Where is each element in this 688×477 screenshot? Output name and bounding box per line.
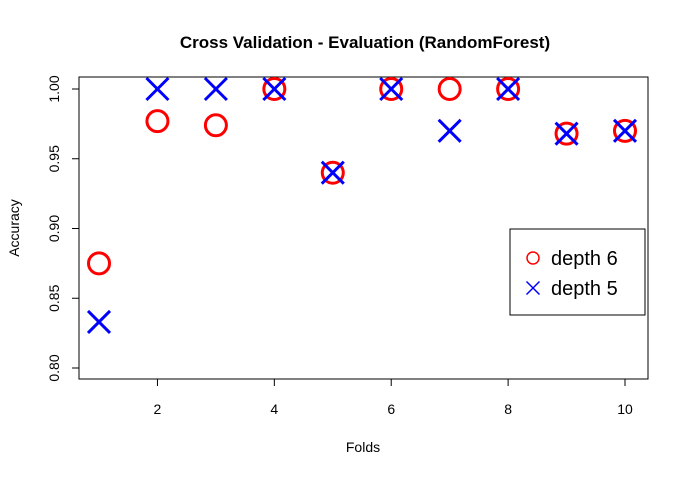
point-depth-6 xyxy=(262,77,287,101)
point-depth-5 xyxy=(437,118,462,143)
point-depth-5-stroke xyxy=(437,118,462,143)
x-tick-label: 8 xyxy=(504,401,512,417)
point-depth-5-stroke xyxy=(262,76,287,102)
point-depth-5-stroke xyxy=(203,76,228,102)
point-depth-5 xyxy=(86,309,112,335)
point-depth-6 xyxy=(613,118,637,143)
point-depth-5 xyxy=(262,76,287,102)
legend-marker-cross-stroke xyxy=(525,280,541,296)
point-depth-5 xyxy=(554,121,579,146)
legend-marker-cross xyxy=(525,280,541,296)
point-depth-6 xyxy=(145,109,170,134)
point-depth-5 xyxy=(320,160,345,185)
point-depth-5-stroke xyxy=(612,118,638,143)
legend-marker-circle xyxy=(526,251,540,265)
y-tick-label: 1.00 xyxy=(46,75,62,102)
point-depth-5-stroke xyxy=(145,76,170,102)
point-depth-6 xyxy=(203,113,228,138)
point-depth-5 xyxy=(203,76,228,102)
point-depth-5-stroke xyxy=(496,76,521,102)
y-tick-label: 0.90 xyxy=(46,215,62,242)
point-depth-5-stroke xyxy=(554,121,579,146)
point-depth-6 xyxy=(554,121,579,146)
legend-box xyxy=(509,228,646,316)
point-depth-6 xyxy=(87,251,111,276)
point-depth-5 xyxy=(379,76,404,102)
chart-title: Cross Validation - Evaluation (RandomFor… xyxy=(180,33,550,52)
x-axis: 2 4 6 8 10 xyxy=(154,378,633,417)
point-depth-5 xyxy=(612,118,638,143)
y-axis-label: Accuracy xyxy=(6,199,22,257)
legend-label: depth 5 xyxy=(551,278,618,300)
point-depth-5-stroke xyxy=(379,76,404,102)
y-tick-label: 0.85 xyxy=(46,284,62,311)
point-depth-5-stroke xyxy=(86,309,112,335)
y-tick-label: 0.95 xyxy=(46,145,62,172)
x-tick-label: 10 xyxy=(617,401,633,417)
x-tick-label: 6 xyxy=(387,401,395,417)
point-depth-6 xyxy=(320,160,345,185)
point-depth-5 xyxy=(145,76,170,102)
point-depth-5-stroke xyxy=(320,160,345,185)
x-tick-label: 2 xyxy=(154,401,162,417)
legend-label: depth 6 xyxy=(551,248,618,270)
y-axis: 0.80 0.85 0.90 0.95 1.00 xyxy=(46,75,80,382)
data-points xyxy=(86,76,638,335)
x-axis-label: Folds xyxy=(346,439,380,455)
y-tick-label: 0.80 xyxy=(46,354,62,381)
legend: depth 6 depth 5 xyxy=(509,228,646,316)
point-depth-5 xyxy=(496,76,521,102)
point-depth-6 xyxy=(437,77,462,101)
point-depth-6 xyxy=(496,77,521,101)
point-depth-6 xyxy=(379,77,404,101)
x-tick-label: 4 xyxy=(270,401,278,417)
